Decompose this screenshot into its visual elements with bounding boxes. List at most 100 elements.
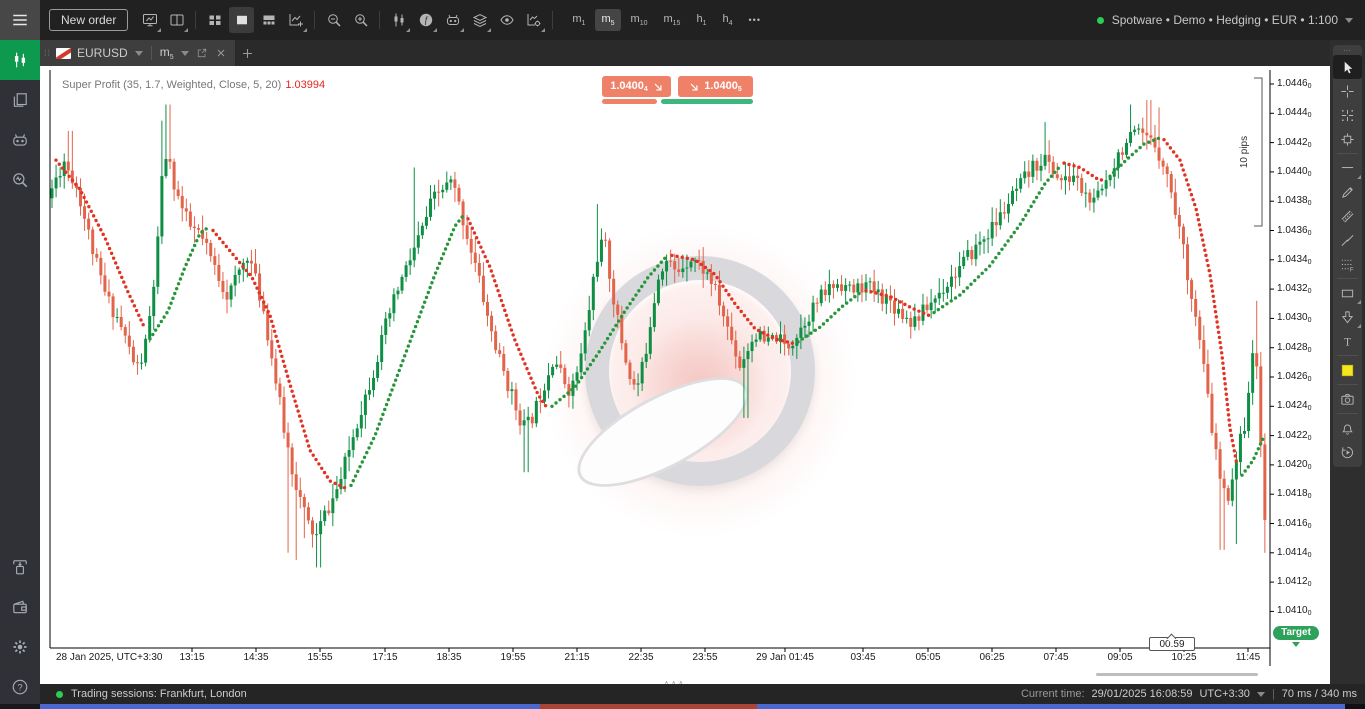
chart-settings-icon[interactable]	[521, 7, 546, 33]
status-separator: |	[1271, 688, 1275, 700]
svg-text:F: F	[1350, 266, 1354, 271]
h-scrollbar-thumb[interactable]	[1096, 673, 1258, 676]
time-tick-label: 21:15	[564, 652, 590, 663]
timeframe-chevron-down-icon[interactable]	[180, 50, 189, 56]
tab-drag-handle[interactable]: ⁞⁞	[44, 48, 52, 58]
price-tick-label: 1.04460	[1277, 78, 1312, 90]
price-tick-label: 1.04280	[1277, 341, 1312, 354]
draw-pencil-tool[interactable]	[1333, 180, 1362, 204]
hamburger-icon	[13, 14, 27, 26]
visibility-icon[interactable]	[494, 7, 519, 33]
panel-splitter-handle[interactable]: ∧∧∧	[664, 679, 685, 687]
current-time-value: 29/01/2025 16:08:59	[1091, 688, 1193, 700]
layout-split-icon[interactable]	[164, 7, 189, 33]
tab-symbol-label: EURUSD	[77, 46, 128, 60]
target-badge[interactable]: Target	[1273, 626, 1319, 640]
horizontal-line-tool[interactable]	[1333, 156, 1362, 180]
tab-separator	[150, 46, 152, 60]
alerts-tool[interactable]	[1333, 416, 1362, 440]
tab-timeframe-label[interactable]: m5	[159, 45, 174, 61]
chart-mode-icon[interactable]	[137, 7, 162, 33]
chart-type-candles-icon[interactable]	[386, 7, 411, 33]
svg-text:?: ?	[17, 682, 22, 693]
single-view-icon[interactable]	[229, 7, 255, 33]
sidebar-item-trade[interactable]	[0, 40, 40, 80]
toolbar-separator	[552, 11, 554, 29]
popout-chart-icon[interactable]	[196, 47, 208, 59]
layers-icon[interactable]	[467, 7, 492, 33]
left-nav-rail: ?	[0, 40, 40, 709]
more-timeframes-button[interactable]: •••	[748, 15, 761, 25]
arrow-shape-tool[interactable]	[1333, 305, 1362, 329]
timeframe-m10[interactable]: m10	[630, 13, 648, 27]
text-tool-tool[interactable]: T	[1333, 329, 1362, 353]
indicators-icon[interactable]: f	[413, 7, 438, 33]
timezone-chevron-down-icon[interactable]	[1256, 691, 1265, 697]
color-swatch-tool[interactable]	[1333, 358, 1362, 382]
indicator-label[interactable]: Super Profit (35, 1.7, Weighted, Close, …	[62, 79, 326, 91]
submenu-caret-icon	[1357, 324, 1361, 328]
target-frame-tool[interactable]	[1333, 127, 1362, 151]
chart-canvas[interactable]: 10 pips Super Profit (35, 1.7, Weighted,…	[40, 66, 1330, 687]
new-order-button[interactable]: New order	[49, 9, 129, 31]
trend-lines-tool[interactable]	[1333, 228, 1362, 252]
top-toolbar: New order f m1 m5 m10 m15 h1 h4 ••• Spotware …	[0, 0, 1365, 40]
sentiment-sell-segment	[602, 99, 657, 104]
svg-text:f: f	[425, 15, 429, 25]
sidebar-item-help[interactable]: ?	[0, 667, 40, 707]
zoom-in-icon[interactable]	[348, 7, 373, 33]
taskbar-segment	[540, 704, 757, 709]
indicator-value: 1.03994	[285, 79, 326, 91]
price-tick-label: 1.04120	[1277, 576, 1312, 589]
timeframe-m5[interactable]: m5	[595, 9, 621, 31]
taskbar-strip	[0, 704, 1365, 709]
main-menu-button[interactable]	[0, 0, 40, 40]
time-tick-label: 22:35	[628, 652, 654, 663]
taskbar-segment	[1345, 704, 1365, 709]
tab-eurusd[interactable]: ⁞⁞ EURUSD m5	[40, 40, 235, 66]
sidebar-item-settings[interactable]	[0, 627, 40, 667]
rectangle-shape-tool[interactable]	[1333, 281, 1362, 305]
submenu-caret-icon	[184, 28, 189, 32]
toolbar-separator	[379, 11, 381, 29]
timeframe-h4[interactable]: h4	[722, 13, 733, 27]
sidebar-item-automate[interactable]	[0, 120, 40, 160]
multi-view-icon[interactable]	[256, 7, 281, 33]
timezone-selector[interactable]: UTC+3:30	[1199, 688, 1250, 700]
timeframe-m15[interactable]: m15	[663, 13, 681, 27]
add-chart-tab-button[interactable]	[235, 40, 261, 66]
account-selector[interactable]: Spotware • Demo • Hedging • EUR • 1:100	[1096, 13, 1365, 27]
zoom-out-icon[interactable]	[321, 7, 346, 33]
price-tick-label: 1.04340	[1277, 253, 1312, 266]
sidebar-item-analyze[interactable]	[0, 160, 40, 200]
buy-button[interactable]: 1.04005	[678, 76, 753, 97]
cbots-icon[interactable]	[440, 7, 465, 33]
fibonacci-tool[interactable]: F	[1333, 252, 1362, 276]
symbol-chevron-down-icon[interactable]	[134, 50, 143, 56]
sidebar-item-deposit[interactable]	[0, 547, 40, 587]
price-tick-label: 1.04320	[1277, 283, 1312, 296]
time-tick-label: 28 Jan 2025, UTC+3:30	[56, 652, 163, 663]
add-chart-icon[interactable]	[283, 7, 308, 33]
crosshair-measure-tool[interactable]	[1333, 103, 1362, 127]
sell-button[interactable]: 1.04004	[602, 76, 671, 97]
chart-toolbar-icons: f	[136, 7, 558, 33]
candle-countdown: 00:59	[1149, 637, 1195, 651]
panel-drag-handle[interactable]: ⋯	[1343, 46, 1352, 55]
screenshot-tool[interactable]	[1333, 387, 1362, 411]
taskbar-segment	[757, 704, 1345, 709]
sidebar-item-wallet[interactable]	[0, 587, 40, 627]
submenu-caret-icon	[303, 28, 308, 32]
equidistant-channel-tool[interactable]	[1333, 204, 1362, 228]
timeframe-m1[interactable]: m1	[572, 13, 586, 27]
close-tab-icon[interactable]	[215, 47, 227, 59]
timeframe-h1[interactable]: h1	[696, 13, 707, 27]
sidebar-item-copy[interactable]	[0, 80, 40, 120]
time-tick-label: 09:05	[1107, 652, 1133, 663]
chart-replay-tool[interactable]	[1333, 440, 1362, 464]
taskbar-segment	[40, 704, 540, 709]
cursor-tool[interactable]	[1333, 55, 1362, 79]
grid-view-icon[interactable]	[202, 7, 227, 33]
crosshair-tool[interactable]	[1333, 79, 1362, 103]
